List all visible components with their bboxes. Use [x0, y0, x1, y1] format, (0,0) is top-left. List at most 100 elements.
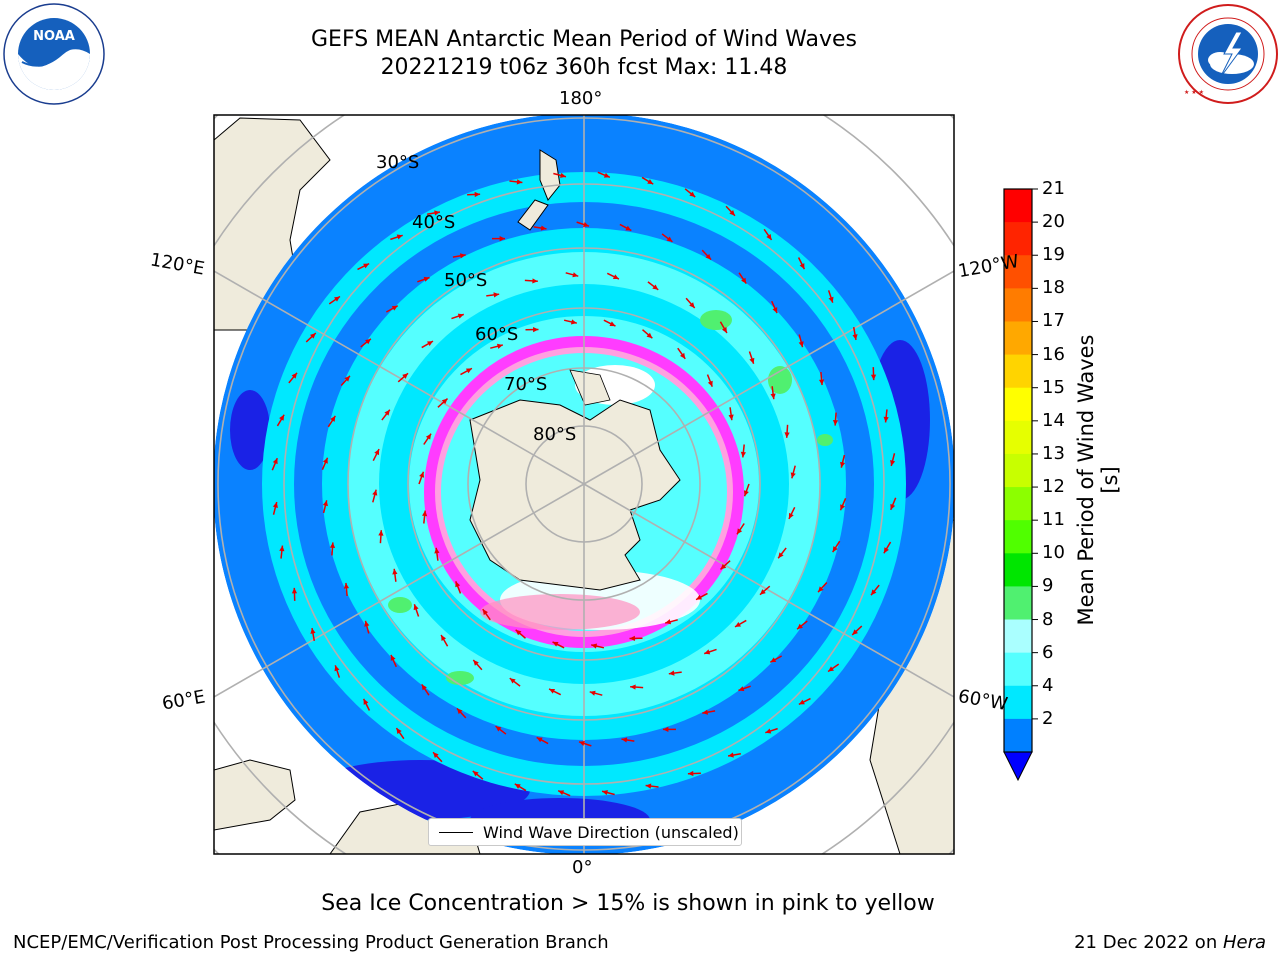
wind-wave-arrow-head: [434, 547, 440, 554]
wind-wave-arrow-head: [870, 589, 877, 596]
wind-wave-arrow-head: [279, 545, 285, 552]
colorbar-segment: [1004, 553, 1032, 587]
wind-wave-arrow-head: [740, 451, 746, 458]
wind-wave-arrows: [271, 171, 897, 797]
wind-wave-arrow-head: [434, 210, 440, 216]
wind-wave-arrow-head: [665, 619, 672, 625]
colorbar-segment: [1004, 520, 1032, 554]
wind-wave-arrow-head: [374, 449, 380, 456]
chart-title-line1: GEFS MEAN Antarctic Mean Period of Wind …: [311, 27, 857, 52]
wind-wave-arrow-head: [509, 678, 516, 684]
colorbar-label: Mean Period of Wind Waves [s]: [1074, 334, 1122, 626]
wind-wave-arrow-head: [890, 503, 896, 510]
colorbar-tick-label: 16: [1042, 343, 1065, 365]
sea-ice-note: Sea Ice Concentration > 15% is shown in …: [321, 891, 935, 916]
wind-wave-arrow-head: [707, 380, 713, 387]
legend-line-symbol: [439, 831, 473, 833]
wind-wave-arrow-head: [629, 635, 635, 641]
colorbar-segment: [1004, 718, 1032, 753]
wind-wave-arrow-head: [363, 698, 369, 705]
svg-text:★ ★ ★: ★ ★ ★: [1184, 89, 1204, 96]
wind-wave-arrow-head: [870, 374, 877, 381]
wind-wave-arrow-head: [609, 321, 616, 327]
colorbar-tick-label: 9: [1042, 575, 1054, 597]
wind-wave-arrow-head: [630, 684, 636, 690]
wind-wave-arrow-head: [334, 665, 340, 672]
colorbar-segment: [1004, 487, 1032, 521]
wind-wave-arrow-head: [778, 552, 784, 559]
wind-wave-arrow-head: [279, 414, 285, 421]
wind-wave-arrow-head: [679, 352, 686, 359]
wind-wave-arrow-head: [647, 179, 654, 185]
wind-wave-arrow-head: [425, 433, 432, 440]
antarctica-land: [469, 399, 681, 591]
map-legend: Wind Wave Direction (unscaled): [428, 818, 742, 846]
colorbar-tick-label: 6: [1042, 641, 1054, 663]
wind-wave-arrow-head: [396, 234, 403, 240]
colorbar-segment: [1004, 321, 1032, 356]
wind-wave-arrow-head: [322, 500, 328, 507]
colorbar-tick-label: 18: [1042, 277, 1065, 299]
wind-wave-arrow-head: [589, 690, 596, 696]
wind-wave-arrow-head: [687, 770, 694, 777]
wind-wave-arrow-head: [365, 338, 371, 345]
wind-wave-arrow-head: [422, 510, 428, 517]
wind-wave-arrow-head: [364, 620, 370, 627]
wind-wave-arrow-head: [402, 373, 409, 379]
wind-wave-arrow-head: [515, 629, 522, 636]
wind-wave-arrow-head: [456, 708, 463, 715]
colorbar-segment: [1004, 222, 1032, 256]
wind-wave-arrow-head: [759, 589, 766, 595]
wind-wave-arrow-head: [419, 471, 425, 478]
wind-wave-arrow-head: [495, 726, 502, 732]
colorbar-segment: [1004, 255, 1032, 289]
wind-wave-arrow-head: [413, 604, 419, 611]
lat-label-50s: 50°S: [444, 270, 488, 291]
wind-wave-arrow-head: [343, 582, 350, 589]
wind-wave-arrow-head: [536, 737, 543, 743]
wind-wave-arrow-head: [499, 236, 506, 242]
wind-wave-arrow-head: [765, 728, 772, 734]
wind-wave-arrow-head: [770, 657, 777, 663]
wind-wave-arrow-head: [457, 313, 464, 319]
wind-wave-arrow-head: [720, 563, 727, 570]
wind-wave-arrow-head: [310, 628, 316, 634]
wind-wave-arrow-head: [572, 272, 579, 278]
wind-wave-arrow-head: [743, 490, 749, 497]
wind-wave-arrow-head: [883, 416, 889, 423]
wind-wave-arrow-head: [818, 586, 824, 593]
wind-wave-arrow-head: [549, 688, 556, 694]
wind-wave-arrow-head: [455, 581, 461, 588]
wind-wave-arrow-head: [472, 770, 479, 777]
wind-wave-arrow-head: [579, 741, 585, 746]
colorbar-tick-label: 2: [1042, 707, 1054, 729]
wind-wave-arrow-head: [514, 783, 521, 789]
wind-wave-arrow-head: [770, 393, 776, 400]
wind-wave-arrow-head: [459, 253, 466, 259]
wind-wave-arrow-head: [570, 319, 577, 325]
colorbar-tick-label: 12: [1042, 476, 1065, 498]
wind-wave-arrow-head: [602, 790, 608, 796]
new-zealand-land: [539, 149, 561, 201]
wind-wave-arrow-head: [646, 332, 653, 339]
noaa-logo-text: NOAA: [33, 29, 75, 44]
wind-wave-arrow-head: [291, 587, 298, 594]
wind-wave-arrow-head: [330, 415, 336, 422]
wind-wave-arrow-head: [818, 379, 825, 386]
wind-wave-arrow-head: [329, 542, 336, 549]
wind-wave-arrow-head: [583, 222, 589, 227]
wind-wave-arrow-head: [621, 737, 628, 743]
wind-wave-arrow-head: [474, 191, 481, 198]
wind-wave-arrow-head: [652, 284, 659, 290]
wind-wave-arrow-head: [666, 236, 673, 242]
meridian-label-0: 0°: [572, 857, 593, 878]
colorbar-frame: [1003, 188, 1033, 753]
wind-wave-arrow-head: [473, 659, 479, 666]
lat-label-60s: 60°S: [475, 324, 519, 345]
wind-wave-arrow-head: [840, 461, 846, 468]
colorbar-segment: [1004, 652, 1032, 687]
wind-wave-arrow-head: [363, 263, 370, 269]
colorbar-segment: [1004, 288, 1032, 322]
wind-wave-arrow-head: [427, 341, 433, 347]
wind-wave-arrow-head: [396, 728, 402, 734]
